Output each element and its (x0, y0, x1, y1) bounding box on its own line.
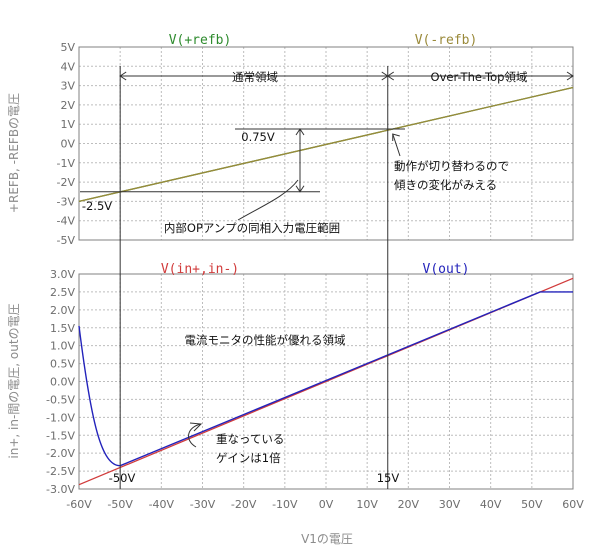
level-low-label: -2.5V (82, 199, 112, 213)
marker-15v-label: 15V (377, 471, 400, 485)
x-tick-label: -50V (107, 498, 133, 511)
bottom-y-tick-label: 2.0V (50, 304, 75, 317)
legend-v-plus-refb: V(+refb) (169, 33, 232, 48)
arrowhead (295, 128, 305, 136)
bottom-y-axis-label: in+, in-間の電圧, outの電圧 (7, 303, 21, 458)
region-markers (80, 66, 574, 489)
bottom-y-tick-label: -2.0V (46, 447, 75, 460)
legend-v-minus-refb: V(-refb) (415, 33, 478, 48)
legend-v-out: V(out) (423, 262, 470, 277)
top-y-tick-label: 1V (60, 118, 75, 131)
bottom-y-tick-label: 3.0V (50, 268, 75, 281)
marker-minus-50v-label: -50V (109, 471, 136, 485)
level-high-label: 0.75V (241, 130, 275, 144)
top-plot-frame (78, 46, 574, 241)
ott-region-label: Over-The-Top領域 (431, 70, 528, 84)
bottom-y-tick-label: -1.0V (46, 411, 75, 424)
x-axis-label: V1の電圧 (301, 532, 353, 546)
bottom-plot-grid (78, 273, 574, 490)
top-y-tick-label: 5V (60, 41, 75, 54)
bottom-y-tick-label: 2.5V (50, 286, 75, 299)
top-y-tick-label: 0V (60, 138, 75, 151)
arrowhead (392, 133, 400, 142)
top-plot-traces (78, 86, 574, 203)
trace-v-minus-refb (78, 86, 574, 203)
bottom-plot-traces (78, 277, 574, 486)
bottom-y-tick-label: -2.5V (46, 465, 75, 478)
x-tick-label: -60V (66, 498, 92, 511)
normal-region-label: 通常領域 (232, 70, 278, 84)
arrowhead (386, 71, 395, 81)
bottom-y-tick-label: -1.5V (46, 429, 75, 442)
x-tick-label: 40V (480, 498, 502, 511)
bottom-y-tick-label: 1.5V (50, 322, 75, 335)
x-tick-label: -10V (272, 498, 298, 511)
bottom-y-tick-labels: 3.0V 2.5V 2.0V 1.5V 1.0V 0.5V 0.0V -0.5V -1.0V -1… (46, 268, 75, 496)
x-tick-label: 30V (439, 498, 461, 511)
bottom-y-tick-label: 1.0V (50, 340, 75, 353)
overlap-note-line2: ゲインは1倍 (216, 451, 281, 465)
top-y-tick-label: -4V (57, 215, 76, 228)
top-y-tick-label: 2V (60, 99, 75, 112)
top-y-tick-label: -1V (57, 157, 76, 170)
x-tick-label: 10V (356, 498, 378, 511)
switch-note-line2: 傾きの変化がみえる (394, 178, 497, 192)
x-tick-label: -40V (149, 498, 175, 511)
arrowhead (189, 422, 203, 432)
arrowhead (566, 71, 574, 81)
arrowhead (295, 185, 305, 193)
x-tick-label: 20V (398, 498, 420, 511)
x-tick-label: 0V (319, 498, 334, 511)
top-y-tick-label: -3V (57, 195, 76, 208)
top-y-tick-labels: 5V 4V 3V 2V 1V 0V -1V -2V -3V -4V -5V (57, 41, 76, 247)
bottom-y-tick-label: 0.5V (50, 358, 75, 371)
bottom-y-tick-label: -3.0V (46, 483, 75, 496)
top-y-axis-label: +REFB, -REFBの電圧 (7, 93, 21, 213)
arrowhead (119, 71, 127, 81)
range-pointer (237, 179, 299, 221)
x-tick-label: 50V (521, 498, 543, 511)
x-tick-label: -20V (231, 498, 257, 511)
overlap-note-line1: 重なっている (216, 432, 284, 446)
legend-v-in: V(in+,in-) (161, 262, 239, 277)
x-tick-labels: -60V -50V -40V -30V -20V -10V 0V 10V 20V 30V 40V 50… (66, 498, 584, 511)
top-y-tick-label: -2V (57, 176, 76, 189)
top-y-tick-label: 4V (60, 60, 75, 73)
switch-note-line1: 動作が切り替わるので (394, 159, 509, 173)
bottom-y-tick-label: -0.5V (46, 393, 75, 406)
bottom-plot-frame (78, 273, 574, 490)
bottom-y-tick-label: 0.0V (50, 376, 75, 389)
top-y-tick-label: -5V (57, 234, 76, 247)
input-range-label: 内部OPアンプの同相入力電圧範囲 (164, 221, 340, 235)
monitor-region-label: 電流モニタの性能が優れる領域 (185, 333, 346, 347)
top-y-tick-label: 3V (60, 80, 75, 93)
slope-pointer (392, 133, 401, 157)
x-tick-label: 60V (562, 498, 584, 511)
x-tick-label: -30V (190, 498, 216, 511)
overlap-pointer (188, 423, 202, 448)
top-plot-grid (78, 46, 574, 241)
